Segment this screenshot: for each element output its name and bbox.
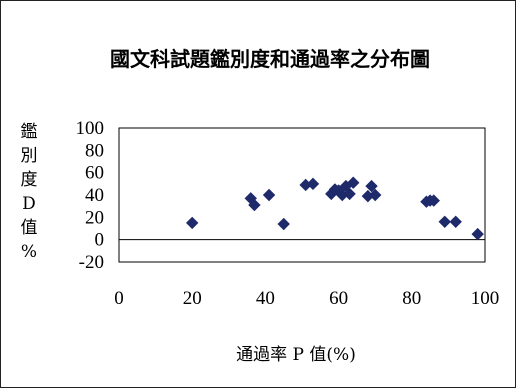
data-point (306, 177, 320, 191)
y-tick-label: 100 (76, 118, 105, 139)
x-tick-label: 20 (183, 288, 202, 309)
y-tick-label: 0 (95, 230, 105, 251)
y-axis-label-char: 別 (21, 146, 38, 166)
data-point (248, 198, 261, 212)
y-axis-label-char: 鑑 (21, 122, 38, 142)
x-tick-label: 80 (402, 288, 421, 309)
x-axis-ticks: 0 20 40 60 80 100 (114, 288, 499, 309)
x-tick-label: 40 (256, 288, 275, 309)
data-point (438, 215, 451, 229)
data-point (343, 187, 356, 201)
y-axis-label-char: D (22, 194, 36, 214)
data-points (185, 176, 484, 241)
data-point (185, 216, 199, 230)
y-tick-label: -20 (79, 252, 104, 273)
x-axis-label: 通過率 P 值(%) (236, 345, 356, 365)
data-point (365, 179, 378, 193)
y-axis-label-char: 值 (21, 218, 38, 238)
data-point (277, 217, 290, 231)
data-point (449, 215, 462, 229)
x-tick-label: 100 (471, 288, 500, 309)
y-tick-label: 60 (85, 163, 104, 184)
x-tick-label: 0 (114, 288, 124, 309)
y-axis-label-char: % (21, 242, 37, 262)
data-point (471, 227, 484, 241)
data-point (427, 194, 440, 207)
data-point (262, 188, 276, 202)
y-tick-label: 20 (85, 207, 104, 228)
y-axis-label-char: 度 (21, 170, 38, 190)
x-tick-label: 60 (329, 288, 348, 309)
y-tick-label: 40 (85, 185, 104, 206)
y-tick-label: 80 (85, 140, 104, 161)
data-point (368, 188, 382, 202)
data-point (347, 176, 360, 189)
chart-title: 國文科試題鑑別度和通過率之分布圖 (110, 47, 430, 71)
